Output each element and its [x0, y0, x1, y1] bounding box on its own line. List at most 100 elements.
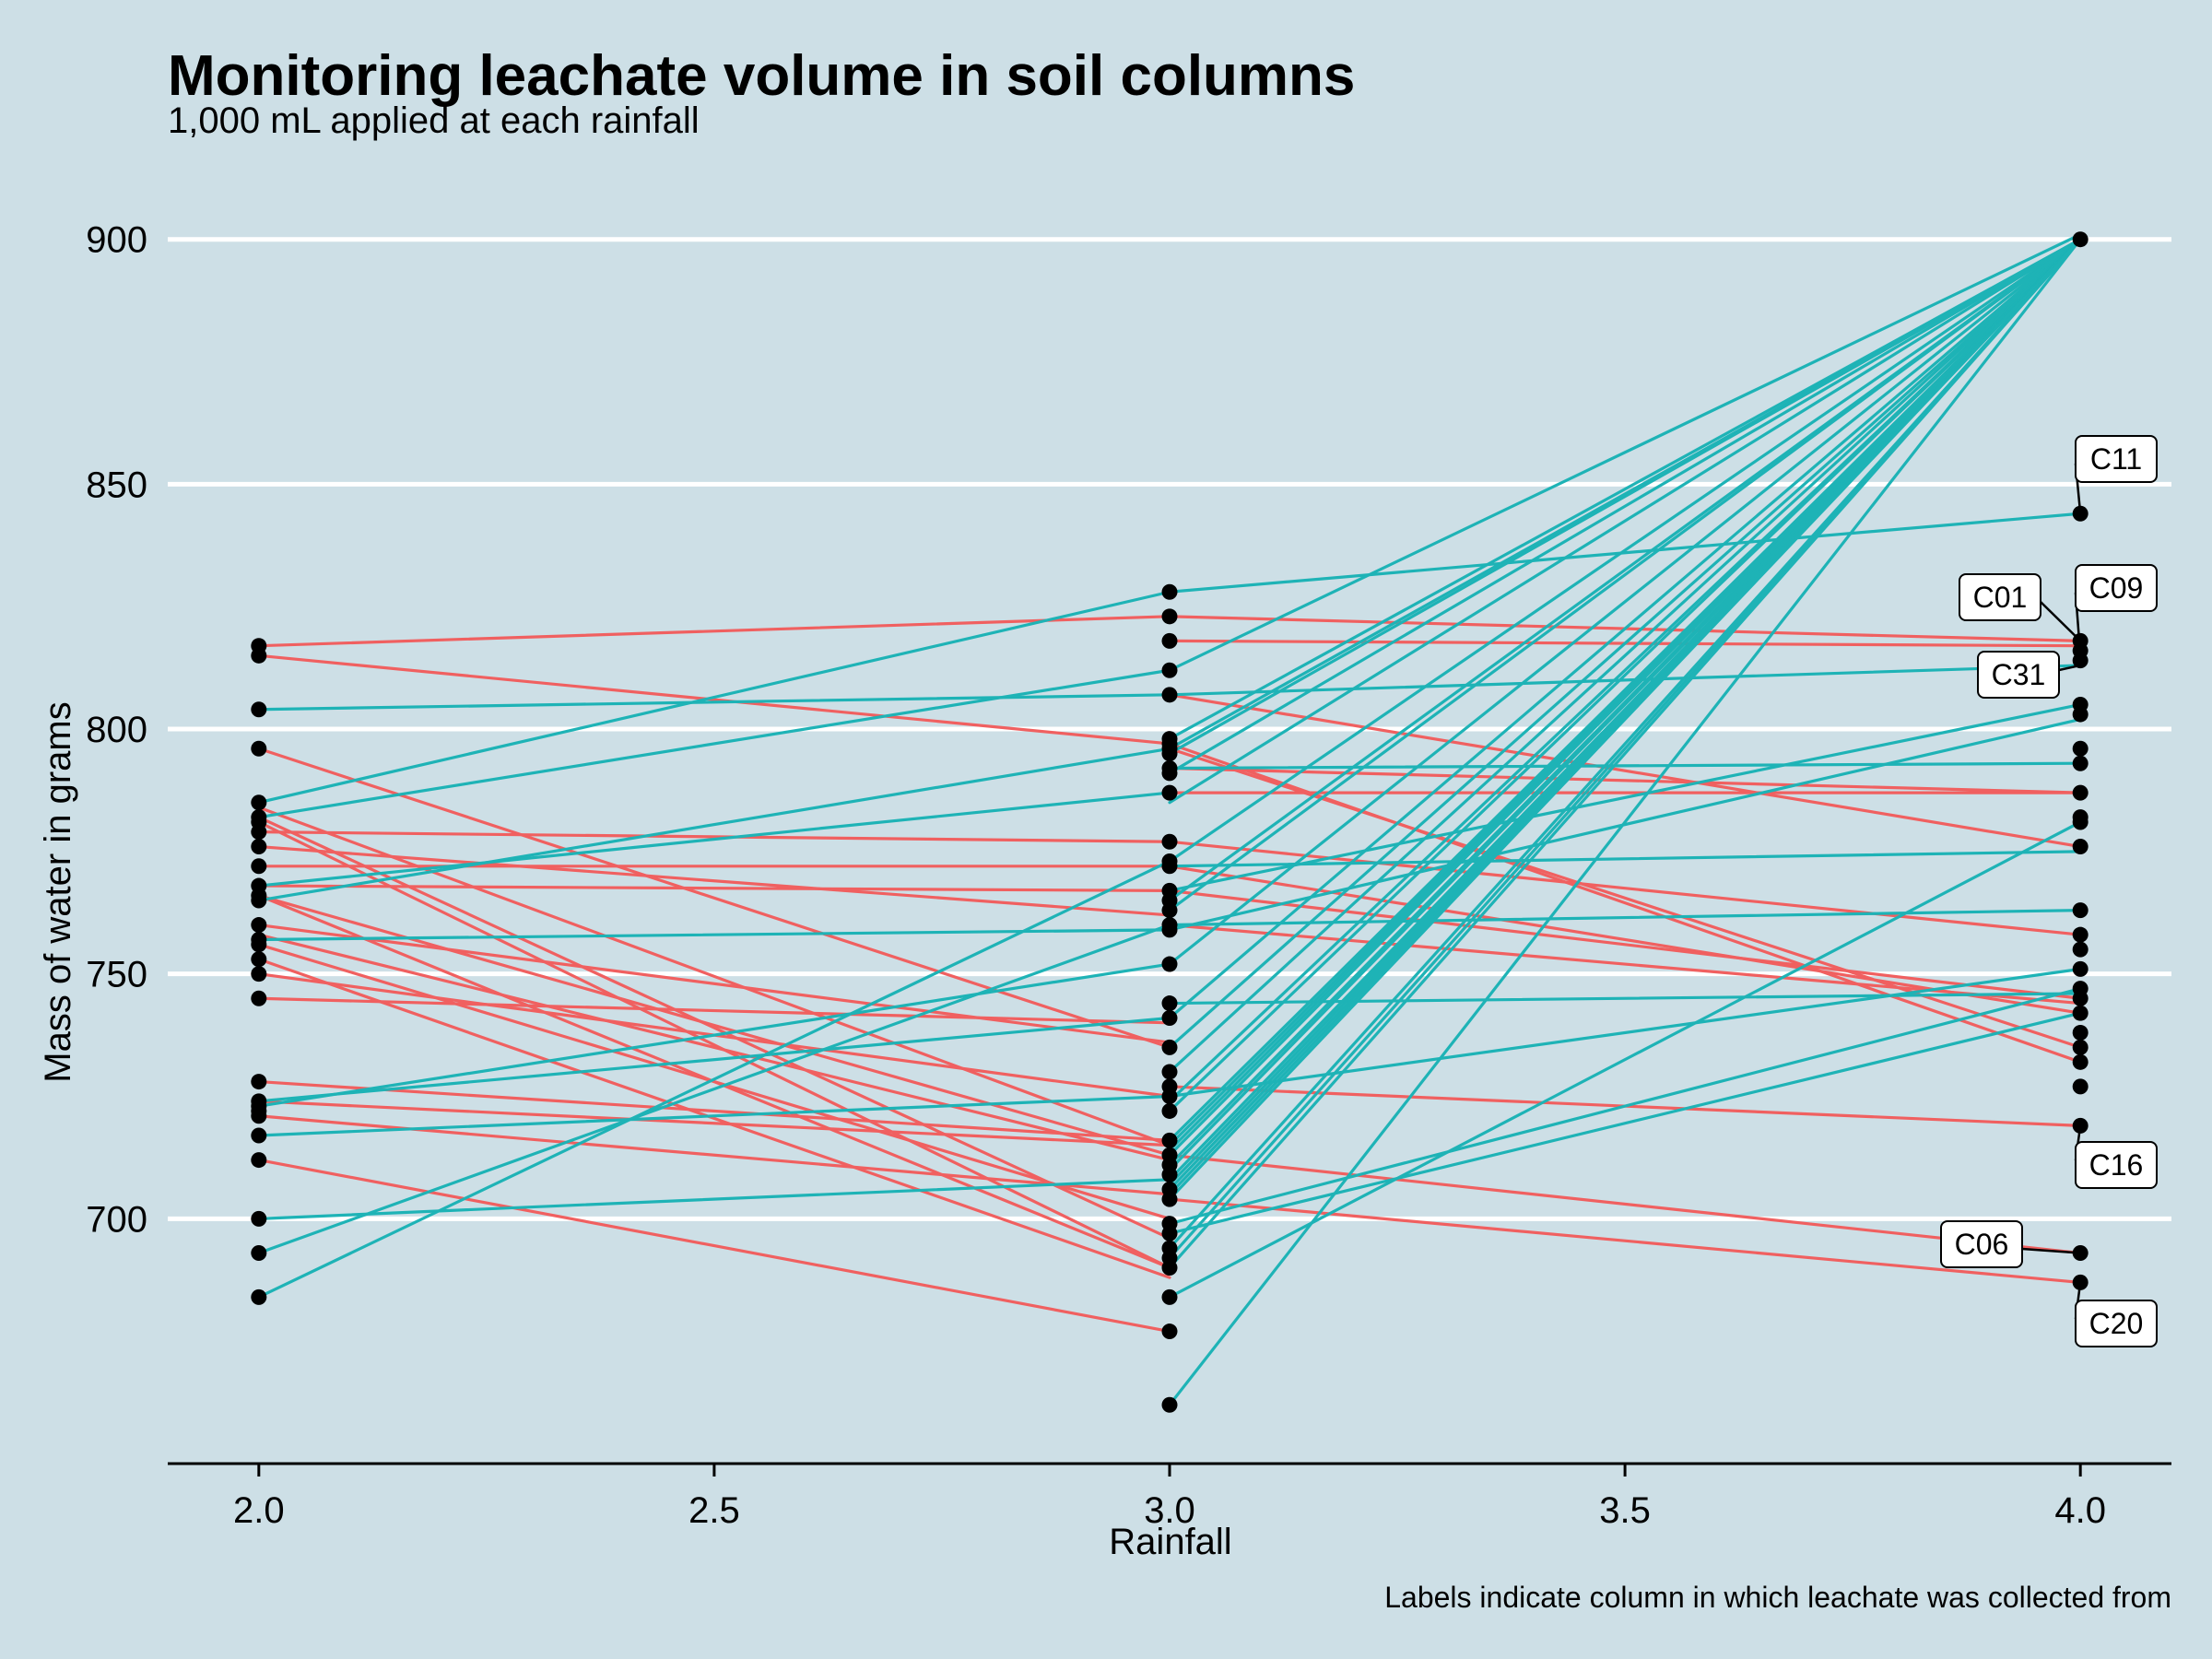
data-point — [2072, 784, 2088, 801]
data-point — [2072, 814, 2088, 830]
data-point — [1161, 858, 1178, 875]
data-point — [251, 1152, 267, 1169]
column-label: C16 — [2089, 1148, 2144, 1182]
label-box — [1940, 1220, 2023, 1268]
decrease-line-segment — [1168, 766, 2082, 794]
data-point — [1161, 902, 1178, 919]
decrease-line-segment — [1168, 1153, 2082, 1255]
data-point — [1161, 995, 1178, 1012]
y-axis-label: Mass of water in grams — [38, 701, 78, 1082]
data-point — [2072, 839, 2088, 855]
increase-line-segment — [1168, 238, 2082, 1020]
data-point — [1161, 1167, 1178, 1183]
column-label: C31 — [1992, 658, 2046, 691]
column-label: C01 — [1973, 581, 2028, 614]
data-point — [251, 1210, 267, 1227]
decrease-line-segment — [1168, 1197, 2082, 1285]
decrease-line-segment — [257, 653, 1171, 746]
x-tick-label: 2.5 — [688, 1490, 740, 1531]
data-point — [1161, 1288, 1178, 1305]
data-point — [2072, 755, 2088, 771]
data-point — [251, 892, 267, 909]
increase-line-segment — [1168, 238, 2082, 805]
column-label: C11 — [2090, 442, 2142, 476]
x-tick-label: 3.5 — [1599, 1490, 1651, 1531]
axes: 700 750 800 850 900 2.0 2.5 3.0 3.5 4.0 — [86, 220, 2171, 1531]
data-point — [251, 951, 267, 968]
decrease-line-segment — [257, 884, 1171, 892]
increase-line-segment — [1168, 238, 2082, 1270]
data-point — [1161, 1039, 1178, 1055]
data-point — [2072, 1053, 2088, 1070]
increase-line-segment — [1168, 1011, 2082, 1235]
data-point — [251, 917, 267, 934]
data-point — [1161, 956, 1178, 972]
data-point — [251, 1127, 267, 1144]
data-point — [1161, 632, 1178, 649]
data-point — [251, 824, 267, 841]
data-point — [1161, 1064, 1178, 1080]
decrease-line-segment — [257, 1158, 1171, 1334]
increase-line-segment — [257, 1178, 1171, 1220]
data-point — [251, 990, 267, 1006]
increase-line-segment — [1168, 238, 2082, 756]
increase-line-segment — [1168, 238, 2082, 1074]
data-point — [251, 1245, 267, 1262]
data-point — [1161, 687, 1178, 703]
data-point — [2072, 960, 2088, 977]
increase-line-segment — [257, 962, 1171, 1108]
label-box — [2075, 564, 2158, 612]
increase-line-segment — [257, 747, 1171, 902]
data-point — [2072, 231, 2088, 248]
increase-line-segment — [1168, 238, 2082, 966]
increase-line-segment — [1168, 512, 2082, 594]
decrease-line-segment — [257, 958, 1171, 1279]
increase-line-segment — [257, 923, 1171, 1255]
decrease-line-segment — [257, 923, 1171, 1044]
label-box — [1959, 573, 2041, 621]
data-point — [251, 701, 267, 718]
increase-line-segment — [1168, 664, 2082, 697]
data-point — [251, 740, 267, 757]
increase-line-segment — [1168, 238, 2082, 1406]
observation-points — [251, 231, 2088, 1413]
column-label: C20 — [2089, 1307, 2144, 1340]
increase-line-segment — [1168, 909, 2082, 927]
data-point — [251, 1108, 267, 1124]
data-point — [1161, 1009, 1178, 1026]
data-point — [2072, 902, 2088, 919]
data-point — [251, 966, 267, 982]
decrease-line-segment — [1168, 888, 2082, 1000]
data-point — [251, 794, 267, 811]
increase-line-segment — [1168, 717, 2082, 932]
data-point — [2072, 740, 2088, 757]
data-point — [1161, 1088, 1178, 1105]
increase-line-segment — [1168, 238, 2082, 775]
data-point — [251, 858, 267, 875]
data-point — [1161, 1132, 1178, 1148]
increase-line-segment — [1168, 238, 2082, 912]
decrease-line-segment — [257, 747, 1171, 1049]
data-point — [1161, 1324, 1178, 1340]
data-point — [1161, 746, 1178, 762]
data-point — [2072, 941, 2088, 958]
label-leader-line — [2058, 664, 2081, 672]
data-point — [251, 936, 267, 953]
data-point — [2072, 706, 2088, 723]
increase-line-segment — [1168, 967, 2082, 1099]
increase-line-segment — [257, 1016, 1171, 1103]
y-tick-label: 700 — [86, 1199, 147, 1240]
y-tick-label: 750 — [86, 955, 147, 995]
chart-title: Monitoring leachate volume in soil colum… — [168, 44, 1355, 108]
data-point — [1161, 1102, 1178, 1119]
data-point — [1161, 1259, 1178, 1276]
data-point — [1161, 833, 1178, 850]
increase-line-segment — [1168, 987, 2082, 1226]
data-point — [1161, 662, 1178, 678]
x-tick-label: 4.0 — [2054, 1490, 2106, 1531]
decrease-line-segment — [257, 933, 1171, 1162]
chart-caption: Labels indicate column in which leachate… — [1384, 1581, 2171, 1614]
data-point — [2072, 1024, 2088, 1041]
y-tick-label: 800 — [86, 710, 147, 750]
